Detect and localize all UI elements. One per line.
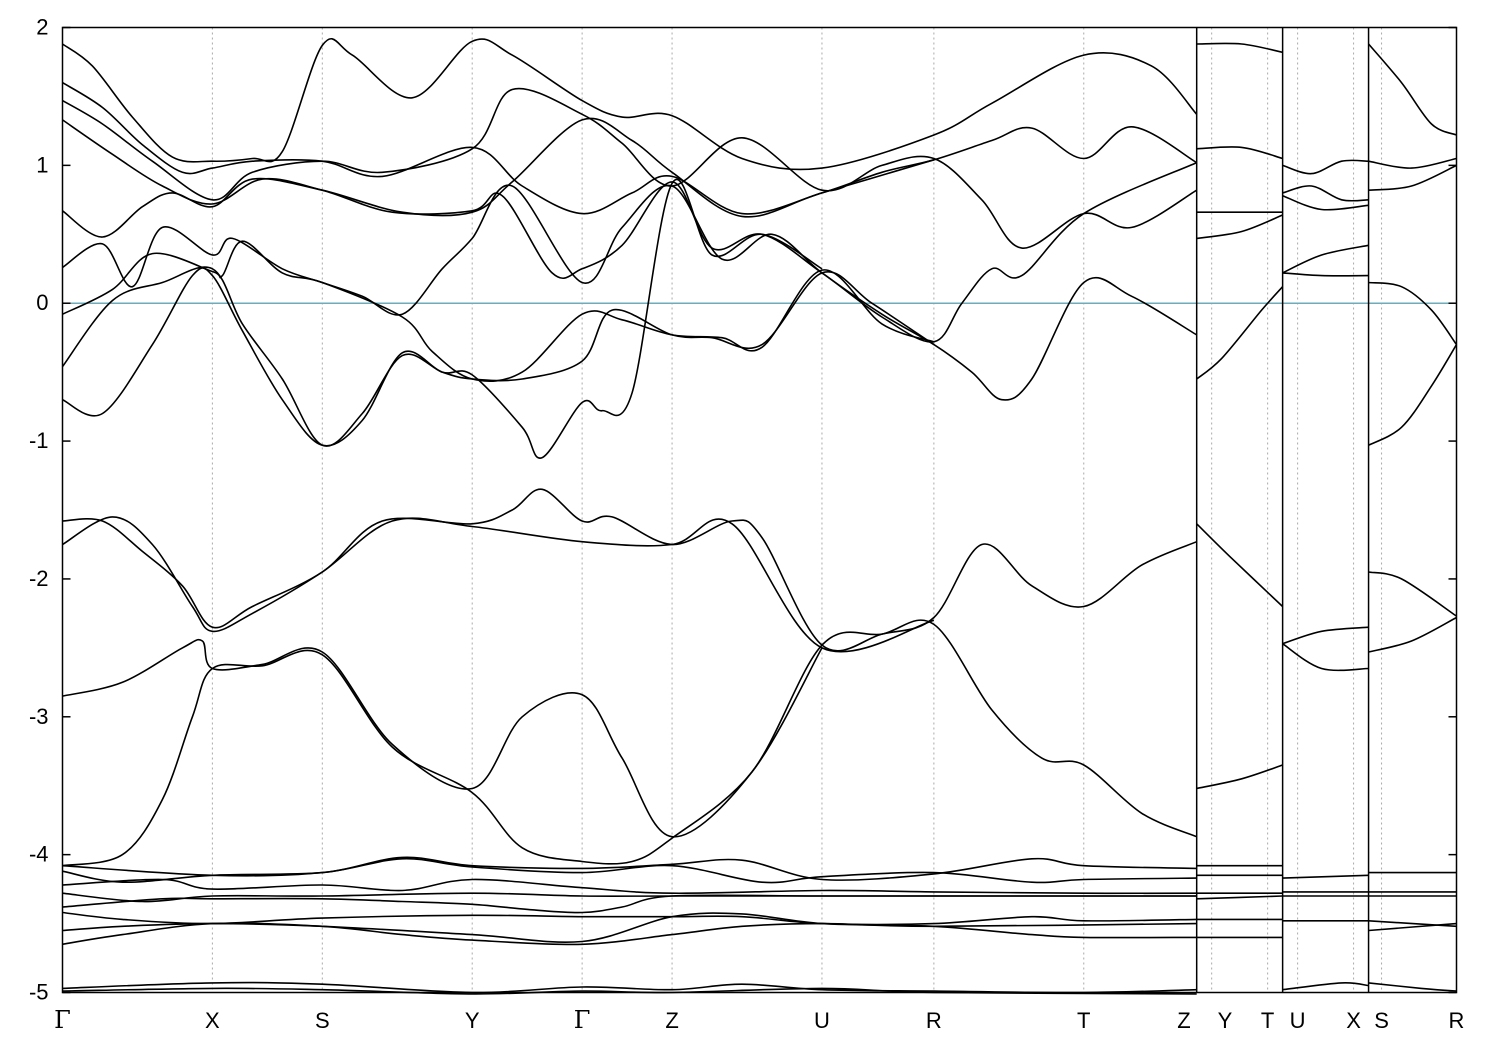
band-line <box>1368 616 1457 653</box>
band-line <box>1368 920 1457 928</box>
k-point-label: Γ <box>574 1006 591 1034</box>
band-line <box>62 178 823 459</box>
k-point-label: X <box>205 1008 220 1033</box>
k-point-label: R <box>926 1008 942 1033</box>
plot-frame <box>61 26 1458 994</box>
band-line <box>61 266 935 447</box>
k-point-label: X <box>1346 1008 1361 1033</box>
band-line <box>1282 244 1369 274</box>
band-line <box>62 488 1198 652</box>
band-line <box>1368 281 1458 346</box>
band-line <box>62 857 1197 884</box>
band-line <box>1282 981 1369 991</box>
y-tick-label: -3 <box>29 704 49 729</box>
y-tick-label: -5 <box>29 980 49 1005</box>
band-line <box>1282 194 1369 211</box>
k-point-label: R <box>1449 1008 1465 1033</box>
band-line <box>1368 157 1457 169</box>
band-line <box>1368 164 1457 191</box>
y-tick-label: 1 <box>36 152 48 177</box>
k-point-label: Z <box>1177 1008 1190 1033</box>
k-point-label: Y <box>465 1008 480 1033</box>
k-point-label: Γ <box>54 1006 71 1034</box>
path-breaks <box>1195 27 1370 993</box>
band-line <box>1282 626 1369 645</box>
y-tick-label: -1 <box>29 428 49 453</box>
band-line <box>62 894 1197 914</box>
y-tick-label: -4 <box>29 842 49 867</box>
band-line <box>1282 159 1369 175</box>
band-line <box>1367 43 1457 136</box>
k-point-label: T <box>1261 1008 1274 1033</box>
y-axis: 2 1 0 -1 -2 -3 -4 -5 <box>29 15 1457 1005</box>
band-line <box>1196 895 1283 900</box>
k-point-label: U <box>1290 1008 1306 1033</box>
k-point-label: T <box>1077 1008 1090 1033</box>
y-tick-label: -2 <box>29 566 49 591</box>
band-line <box>1282 874 1369 879</box>
band-line <box>1196 214 1283 240</box>
band-line <box>1196 286 1284 380</box>
band-line <box>1196 764 1283 790</box>
band-line <box>1368 922 1457 932</box>
band-line <box>62 38 1198 171</box>
band-line <box>62 117 935 238</box>
band-line <box>1368 982 1457 992</box>
y-tick-label: 2 <box>36 15 48 40</box>
band-line <box>1282 272 1369 277</box>
band-line <box>1368 571 1457 617</box>
band-line <box>62 184 1198 401</box>
band-line <box>1196 523 1284 608</box>
k-point-label: Y <box>1218 1008 1233 1033</box>
band-line <box>1368 344 1458 446</box>
k-point-label: S <box>1374 1008 1389 1033</box>
band-line <box>1196 42 1283 54</box>
band-line <box>62 81 1198 215</box>
band-line <box>1196 146 1283 160</box>
k-point-label: S <box>315 1008 330 1033</box>
band-line <box>62 87 1198 249</box>
band-line <box>62 922 1197 946</box>
band-line <box>62 516 935 653</box>
band-line <box>62 647 823 867</box>
band-line <box>62 240 935 383</box>
k-point-label: U <box>814 1008 830 1033</box>
band-line <box>1282 643 1369 672</box>
band-line <box>1282 185 1369 202</box>
band-line <box>62 878 1197 895</box>
y-tick-label: 0 <box>36 290 48 315</box>
k-point-label: Z <box>665 1008 678 1033</box>
